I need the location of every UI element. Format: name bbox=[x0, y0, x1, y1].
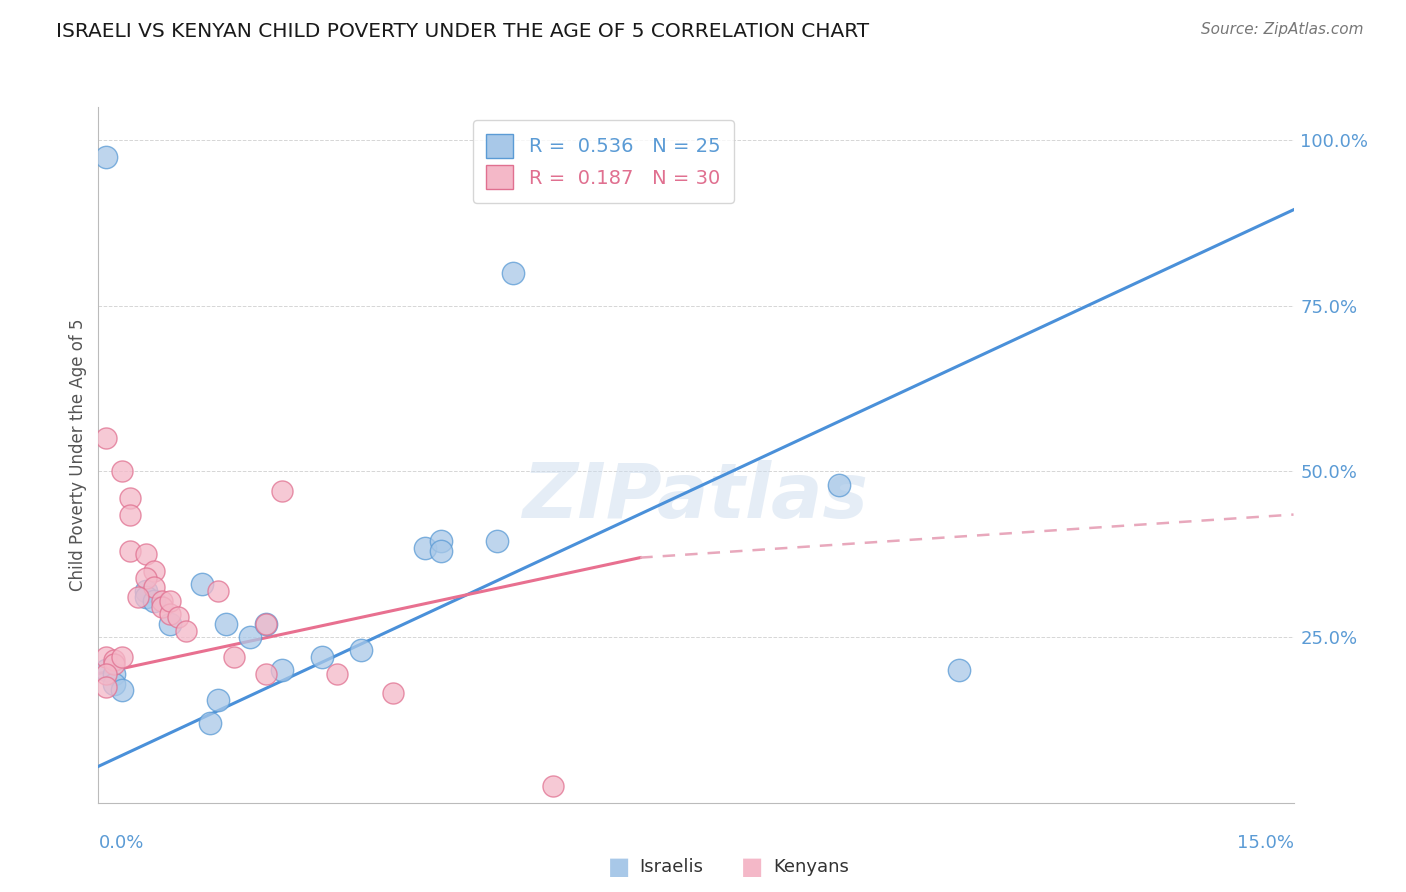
Text: ■: ■ bbox=[607, 855, 630, 879]
Point bbox=[120, 491, 142, 505]
Text: Israelis: Israelis bbox=[640, 858, 704, 876]
Point bbox=[270, 484, 292, 499]
Point bbox=[103, 653, 125, 667]
Point bbox=[96, 150, 118, 164]
Point bbox=[485, 534, 508, 549]
Point bbox=[270, 663, 292, 677]
Point bbox=[350, 643, 373, 657]
Point bbox=[143, 581, 166, 595]
Point bbox=[143, 564, 166, 578]
Point bbox=[96, 650, 118, 665]
Point bbox=[127, 591, 149, 605]
Point bbox=[111, 465, 134, 479]
Point bbox=[502, 266, 524, 280]
Point bbox=[207, 693, 229, 707]
Legend: R =  0.536   N = 25, R =  0.187   N = 30: R = 0.536 N = 25, R = 0.187 N = 30 bbox=[472, 120, 734, 202]
Point bbox=[135, 591, 157, 605]
Point bbox=[135, 547, 157, 561]
Point bbox=[430, 544, 453, 558]
Point bbox=[135, 583, 157, 598]
Point bbox=[239, 630, 262, 644]
Point bbox=[311, 650, 333, 665]
Point bbox=[96, 431, 118, 445]
Point bbox=[948, 663, 970, 677]
Text: ISRAELI VS KENYAN CHILD POVERTY UNDER THE AGE OF 5 CORRELATION CHART: ISRAELI VS KENYAN CHILD POVERTY UNDER TH… bbox=[56, 22, 869, 41]
Point bbox=[150, 600, 173, 615]
Point bbox=[120, 544, 142, 558]
Point bbox=[103, 666, 125, 681]
Point bbox=[159, 593, 181, 607]
Point bbox=[96, 663, 118, 677]
Point bbox=[222, 650, 245, 665]
Text: 15.0%: 15.0% bbox=[1236, 834, 1294, 852]
Point bbox=[326, 666, 349, 681]
Point bbox=[96, 666, 118, 681]
Point bbox=[159, 616, 181, 631]
Text: 0.0%: 0.0% bbox=[98, 834, 143, 852]
Point bbox=[150, 593, 173, 607]
Point bbox=[541, 779, 564, 793]
Point bbox=[207, 583, 229, 598]
Point bbox=[103, 657, 125, 671]
Point bbox=[103, 676, 125, 690]
Point bbox=[120, 508, 142, 522]
Point bbox=[167, 610, 190, 624]
Point bbox=[96, 680, 118, 694]
Y-axis label: Child Poverty Under the Age of 5: Child Poverty Under the Age of 5 bbox=[69, 318, 87, 591]
Point bbox=[143, 593, 166, 607]
Point bbox=[254, 616, 277, 631]
Point bbox=[159, 607, 181, 621]
Point bbox=[198, 716, 221, 731]
Point bbox=[174, 624, 197, 638]
Point bbox=[135, 570, 157, 584]
Point bbox=[413, 541, 436, 555]
Point bbox=[254, 616, 277, 631]
Point bbox=[111, 650, 134, 665]
Point bbox=[111, 683, 134, 698]
Point bbox=[828, 477, 851, 491]
Text: Kenyans: Kenyans bbox=[773, 858, 849, 876]
Point bbox=[254, 666, 277, 681]
Point bbox=[191, 577, 214, 591]
Text: ZIPatlas: ZIPatlas bbox=[523, 459, 869, 533]
Point bbox=[382, 686, 405, 700]
Text: Source: ZipAtlas.com: Source: ZipAtlas.com bbox=[1201, 22, 1364, 37]
Point bbox=[215, 616, 238, 631]
Text: ■: ■ bbox=[741, 855, 763, 879]
Point bbox=[430, 534, 453, 549]
